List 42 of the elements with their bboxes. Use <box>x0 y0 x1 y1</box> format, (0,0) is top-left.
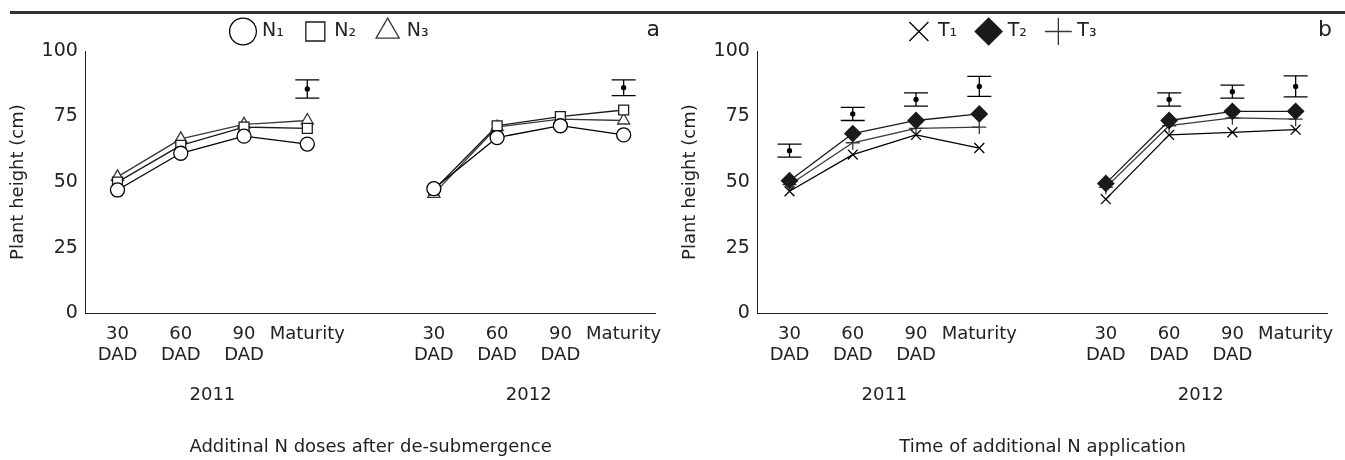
text: 2011 <box>861 382 908 404</box>
legend-label: N₂ <box>334 18 357 41</box>
x-tick-label: 30 DAD <box>413 321 454 365</box>
legend-label: T₁ <box>936 18 958 41</box>
y-tick-label: 100 <box>41 37 78 60</box>
y-tick-label: 50 <box>725 169 750 192</box>
y-tick-label: 0 <box>737 300 750 323</box>
text: b <box>1318 15 1332 41</box>
x-tick-label: 60 DAD <box>832 321 873 365</box>
legend-label: N₃ <box>406 18 429 41</box>
y-tick-label: 75 <box>725 103 750 126</box>
x-tick-label: 90 DAD <box>1212 321 1253 365</box>
x-tick-label: 30 DAD <box>769 321 810 365</box>
x-tick-label: 90 DAD <box>540 321 581 365</box>
y-tick-label: 0 <box>65 300 78 323</box>
x-tick-label: Maturity <box>269 321 346 343</box>
x-tick-label: 60 DAD <box>1149 321 1189 365</box>
y-axis-title: Plant height (cm) <box>6 104 28 260</box>
x-tick-label: Maturity <box>586 321 662 343</box>
text: 2011 <box>189 382 236 404</box>
x-tick-label: Maturity <box>1258 321 1334 343</box>
x-tick-label: 30 DAD <box>1085 321 1126 365</box>
y-tick-label: 25 <box>53 234 78 257</box>
y-tick-label: 75 <box>53 103 78 126</box>
y-tick-label: 25 <box>725 234 750 257</box>
y-tick-label: 50 <box>53 169 78 192</box>
y-tick-label: 100 <box>713 37 750 60</box>
text: 2012 <box>505 382 552 404</box>
x-axis-title: Time of additional N application <box>898 434 1186 456</box>
x-tick-label: 90 DAD <box>896 321 936 365</box>
x-tick-label: Maturity <box>941 321 1018 343</box>
x-axis-title: Additinal N doses after de-submergence <box>189 434 552 456</box>
text: a <box>646 15 660 41</box>
x-tick-label: 60 DAD <box>477 321 517 365</box>
legend-label: T₂ <box>1006 18 1027 41</box>
text: 2012 <box>1177 382 1224 404</box>
x-tick-label: 60 DAD <box>160 321 201 365</box>
legend-label: T₃ <box>1076 18 1097 41</box>
x-tick-label: 90 DAD <box>224 321 264 365</box>
x-tick-label: 30 DAD <box>97 321 138 365</box>
legend-label: N₁ <box>262 18 284 41</box>
y-axis-title: Plant height (cm) <box>678 104 700 260</box>
